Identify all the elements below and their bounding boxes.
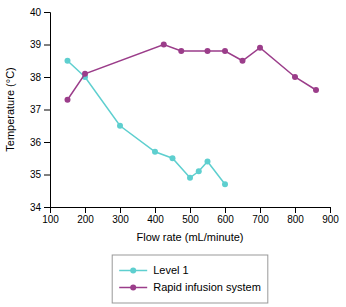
tick-mark [44,77,50,78]
tick-mark [44,207,50,208]
point [65,58,71,64]
tick-label: 900 [322,214,339,225]
line [68,61,226,185]
marks [65,42,320,188]
tick-label: 39 [30,39,42,50]
tick: 36 [30,137,50,148]
axis-line [44,13,51,208]
point [65,97,71,103]
tick-label: 38 [30,72,42,83]
legend-label: Level 1 [153,264,188,276]
tick-mark [295,207,296,213]
tick-label: 600 [217,214,234,225]
point [205,159,211,165]
legend: Level 1 Rapid infusion system [112,255,268,303]
tick-mark [155,207,156,213]
tick-mark [225,207,226,213]
point [170,155,176,161]
point [240,58,246,64]
point [196,168,202,174]
tick-label: 700 [252,214,269,225]
legend-item: Level 1 [119,264,188,276]
y-axis-title: Temperature (°C) [4,67,16,151]
y-axis: 34 35 36 37 38 39 40 [30,7,51,213]
plot-area: 100 200 300 400 500 600 700 800 900 34 35 36 37 38 39 4… [4,7,339,243]
tick: 35 [30,169,50,180]
point [117,123,123,129]
tick-label: 100 [42,214,59,225]
tick: 400 [147,207,164,225]
tick: 700 [252,207,269,225]
tick: 200 [77,207,94,225]
tick: 39 [30,39,50,50]
tick-mark [44,142,50,143]
tick-mark [44,12,50,13]
tick-mark [44,110,50,111]
tick: 500 [182,207,199,225]
point [205,48,211,54]
point [313,87,319,93]
point [161,42,167,48]
tick-mark [330,207,331,213]
x-axis: 100 200 300 400 500 600 700 800 900 [42,207,339,225]
point [292,74,298,80]
series [65,58,229,188]
tick-label: 400 [147,214,164,225]
tick: 600 [217,207,234,225]
legend-marker [130,268,136,274]
tick-label: 300 [112,214,129,225]
tick-mark [120,207,121,213]
legend-box [112,255,268,303]
tick-label: 40 [30,7,42,18]
point [82,71,88,77]
point [152,149,158,155]
tick-mark [260,207,261,213]
tick: 300 [112,207,129,225]
tick-label: 34 [30,202,42,213]
tick-label: 37 [30,104,42,115]
tick: 900 [322,207,339,225]
tick-mark [44,175,50,176]
tick: 800 [287,207,304,225]
tick-mark [190,207,191,213]
tick-mark [44,45,50,46]
point [222,48,228,54]
series [65,42,320,103]
tick-label: 800 [287,214,304,225]
legend-item: Rapid infusion system [119,281,261,293]
tick: 37 [30,104,50,115]
tick-label: 200 [77,214,94,225]
chart: 100 200 300 400 500 600 700 800 900 34 35 36 37 38 39 4… [0,0,346,307]
tick-mark [85,207,86,213]
tick-label: 35 [30,169,42,180]
tick: 38 [30,72,50,83]
tick: 34 [30,202,50,213]
tick-label: 36 [30,137,42,148]
point [222,181,228,187]
point [178,48,184,54]
point [187,175,193,181]
legend-label: Rapid infusion system [153,281,261,293]
point [257,45,263,51]
x-axis-title: Flow rate (mL/minute) [137,231,244,243]
line [68,45,317,100]
tick: 100 [42,207,59,225]
legend-marker [130,285,136,291]
tick: 40 [30,7,50,18]
tick-label: 500 [182,214,199,225]
axis-line [51,208,331,214]
